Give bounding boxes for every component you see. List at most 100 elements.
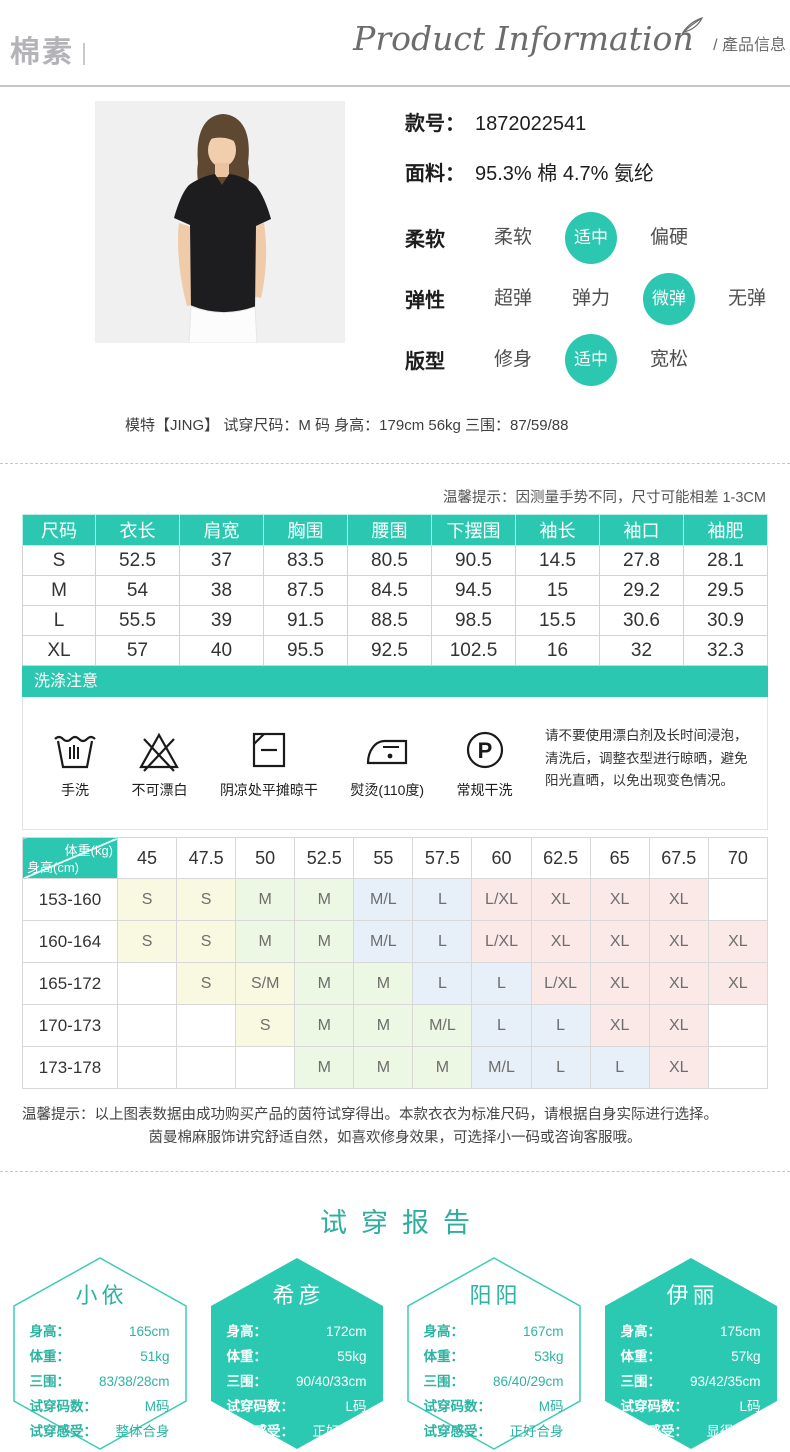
fitting-stat: 试穿感受： 显得修身 — [621, 1419, 761, 1444]
matrix-size-cell — [235, 1046, 296, 1089]
fitting-stat-value: 165cm — [128, 1324, 170, 1340]
matrix-size-cell: L — [471, 1004, 532, 1047]
matrix-weight-header: 67.5 — [648, 837, 709, 879]
fitting-stat-label: 身高： — [226, 1324, 268, 1340]
matrix-row: 165-172 S S/M M M L L L/XL XL XL XL — [22, 962, 769, 1005]
matrix-size-cell: M — [294, 878, 355, 921]
matrix-height-header: 153-160 — [22, 878, 118, 921]
fitting-stat-label: 试穿码数： — [423, 1399, 492, 1415]
fitting-stat: 试穿码数： L码 — [621, 1394, 761, 1419]
fitting-reports: 小依身高： 165cm 体重： 51kg 三围： 83/38/28cm 试穿码数： M码试穿感… — [0, 1255, 790, 1452]
matrix-size-cell: L — [530, 1046, 591, 1089]
fitting-stat: 体重： 51kg — [30, 1344, 170, 1369]
fitting-stat-label: 试穿感受： — [620, 1424, 689, 1440]
attribute-label: 弹性 — [405, 290, 445, 312]
size-tips-line2: 茵曼棉麻服饰讲究舒适自然，如喜欢修身效果，可选择小一码或咨询客服哦。 — [148, 1130, 642, 1147]
matrix-weight-header: 65 — [589, 837, 650, 879]
size-table-cell: 37 — [179, 545, 264, 576]
size-table-cell: 16 — [515, 635, 600, 666]
fitting-stat-value: 175cm — [719, 1324, 761, 1340]
fitting-stat: 三围： 93/42/35cm — [621, 1369, 761, 1394]
matrix-size-cell: M — [294, 1004, 355, 1047]
measure-note: 温馨提示：因测量手势不同，尺寸可能相差 1-3CM — [442, 490, 766, 506]
fabric-field: 面料： 95.3% 棉 4.7% 氨纶 — [405, 157, 790, 186]
attribute-option: 弹力 — [571, 287, 610, 309]
fitting-stat-value: 显得修身 — [706, 1424, 761, 1440]
fitting-stat-value: 55kg — [337, 1349, 367, 1365]
attribute-row: 弹性 超弹 弹力 微弹 无弹 — [405, 268, 790, 329]
wash-icon-label: 不可漂白 — [131, 781, 188, 798]
matrix-size-cell: XL — [648, 962, 709, 1005]
fitting-stat-value: 57kg — [731, 1349, 761, 1365]
matrix-size-cell — [707, 878, 769, 921]
fitting-stat-value: 86/40/29cm — [492, 1374, 564, 1390]
size-table-cell: 55.5 — [95, 605, 180, 636]
matrix-height-header: 170-173 — [22, 1004, 118, 1047]
fitting-stat-value: M码 — [538, 1399, 564, 1415]
size-table-cell: 57 — [95, 635, 180, 666]
attribute-option: 无弹 — [727, 287, 766, 309]
fitting-stat-value: L码 — [739, 1399, 761, 1415]
size-table-cell: 30.6 — [599, 605, 684, 636]
size-tips: 温馨提示：以上图表数据由成功购买产品的茵符试穿得出。本款衣衣为标准尺码，请根据自… — [22, 1104, 768, 1150]
style-number-label: 款号： — [405, 113, 465, 135]
matrix-height-header: 173-178 — [22, 1046, 118, 1089]
matrix-size-cell: M — [412, 1046, 473, 1089]
dry-clean-icon: P — [466, 731, 503, 768]
size-table-cell: 83.5 — [263, 545, 348, 576]
size-table-header: 衣长 — [95, 514, 180, 546]
wash-icon-label: 手洗 — [61, 781, 89, 798]
matrix-size-cell: XL — [648, 920, 709, 963]
matrix-size-cell: S — [235, 1004, 296, 1047]
matrix-size-cell: M/L — [353, 878, 414, 921]
fitting-stat-label: 试穿码数： — [226, 1399, 295, 1415]
fitting-stat: 体重： 55kg — [227, 1344, 367, 1369]
no-bleach-icon — [139, 732, 180, 772]
matrix-size-cell: S — [116, 878, 178, 921]
fitting-stat: 三围： 86/40/29cm — [424, 1369, 564, 1394]
fitting-stat: 试穿码数： L码 — [227, 1394, 367, 1419]
size-table-cell: 92.5 — [347, 635, 432, 666]
fitting-stat: 试穿感受： 正好合身 — [424, 1419, 564, 1444]
divider-dashed — [0, 463, 790, 464]
matrix-weight-header: 60 — [471, 837, 532, 879]
matrix-weight-header: 55 — [353, 837, 414, 879]
size-table-cell: 38 — [179, 575, 264, 606]
attribute-label: 柔软 — [405, 229, 445, 251]
matrix-size-cell: M/L — [412, 1004, 473, 1047]
matrix-size-cell: XL — [707, 920, 769, 963]
attribute-label: 版型 — [405, 351, 445, 373]
fitting-stat-label: 三围： — [226, 1374, 268, 1390]
fitting-report-hexagon: 小依 身高： 165cm 体重： 51kg 三围： 83/38/28cm 试穿码数： M码 试穿感… — [11, 1255, 189, 1452]
matrix-size-cell: L — [471, 962, 532, 1005]
fitting-stat-value: L码 — [345, 1399, 367, 1415]
fitting-report-content: 小依 身高： 165cm 体重： 51kg 三围： 83/38/28cm 试穿码数： M码 试穿感… — [11, 1255, 189, 1444]
attribute-option: 偏硬 — [649, 226, 688, 248]
fabric-value: 95.3% 棉 4.7% 氨纶 — [475, 163, 654, 185]
size-table-header: 肩宽 — [179, 514, 264, 546]
matrix-size-cell: M — [353, 1046, 414, 1089]
matrix-size-cell: L — [412, 962, 473, 1005]
fitting-stat-value: 83/38/28cm — [98, 1374, 170, 1390]
fitting-stat-label: 试穿感受： — [423, 1424, 492, 1440]
size-table-header: 袖肥 — [683, 514, 768, 546]
size-table-cell: 32.3 — [683, 635, 768, 666]
matrix-size-cell — [176, 1046, 237, 1089]
size-table-row: M 54 38 87.5 84.5 94.5 15 29.2 29.5 — [22, 575, 768, 606]
fitting-stat-label: 体重： — [620, 1349, 662, 1365]
fitter-name: 小依 — [75, 1283, 128, 1309]
size-tips-line1: 温馨提示：以上图表数据由成功购买产品的茵符试穿得出。本款衣衣为标准尺码，请根据自… — [22, 1107, 718, 1123]
fitting-stat-label: 三围： — [620, 1374, 662, 1390]
wash-icon-label: 熨烫(110度) — [350, 781, 425, 798]
page-header: 棉素 Product Information / 產品信息 — [0, 0, 790, 87]
fitting-stat: 身高： 175cm — [621, 1319, 761, 1344]
matrix-size-cell: M — [294, 962, 355, 1005]
matrix-size-cell: M/L — [353, 920, 414, 963]
matrix-size-cell — [116, 1046, 178, 1089]
size-table-cell: 28.1 — [683, 545, 768, 576]
divider-dashed — [0, 1171, 790, 1173]
fitting-stat: 体重： 53kg — [424, 1344, 564, 1369]
fitting-stat-value: 172cm — [325, 1324, 367, 1340]
size-table-cell: 95.5 — [263, 635, 348, 666]
dry-flat-shade-item: 阴凉处平摊晾干 — [220, 727, 318, 800]
